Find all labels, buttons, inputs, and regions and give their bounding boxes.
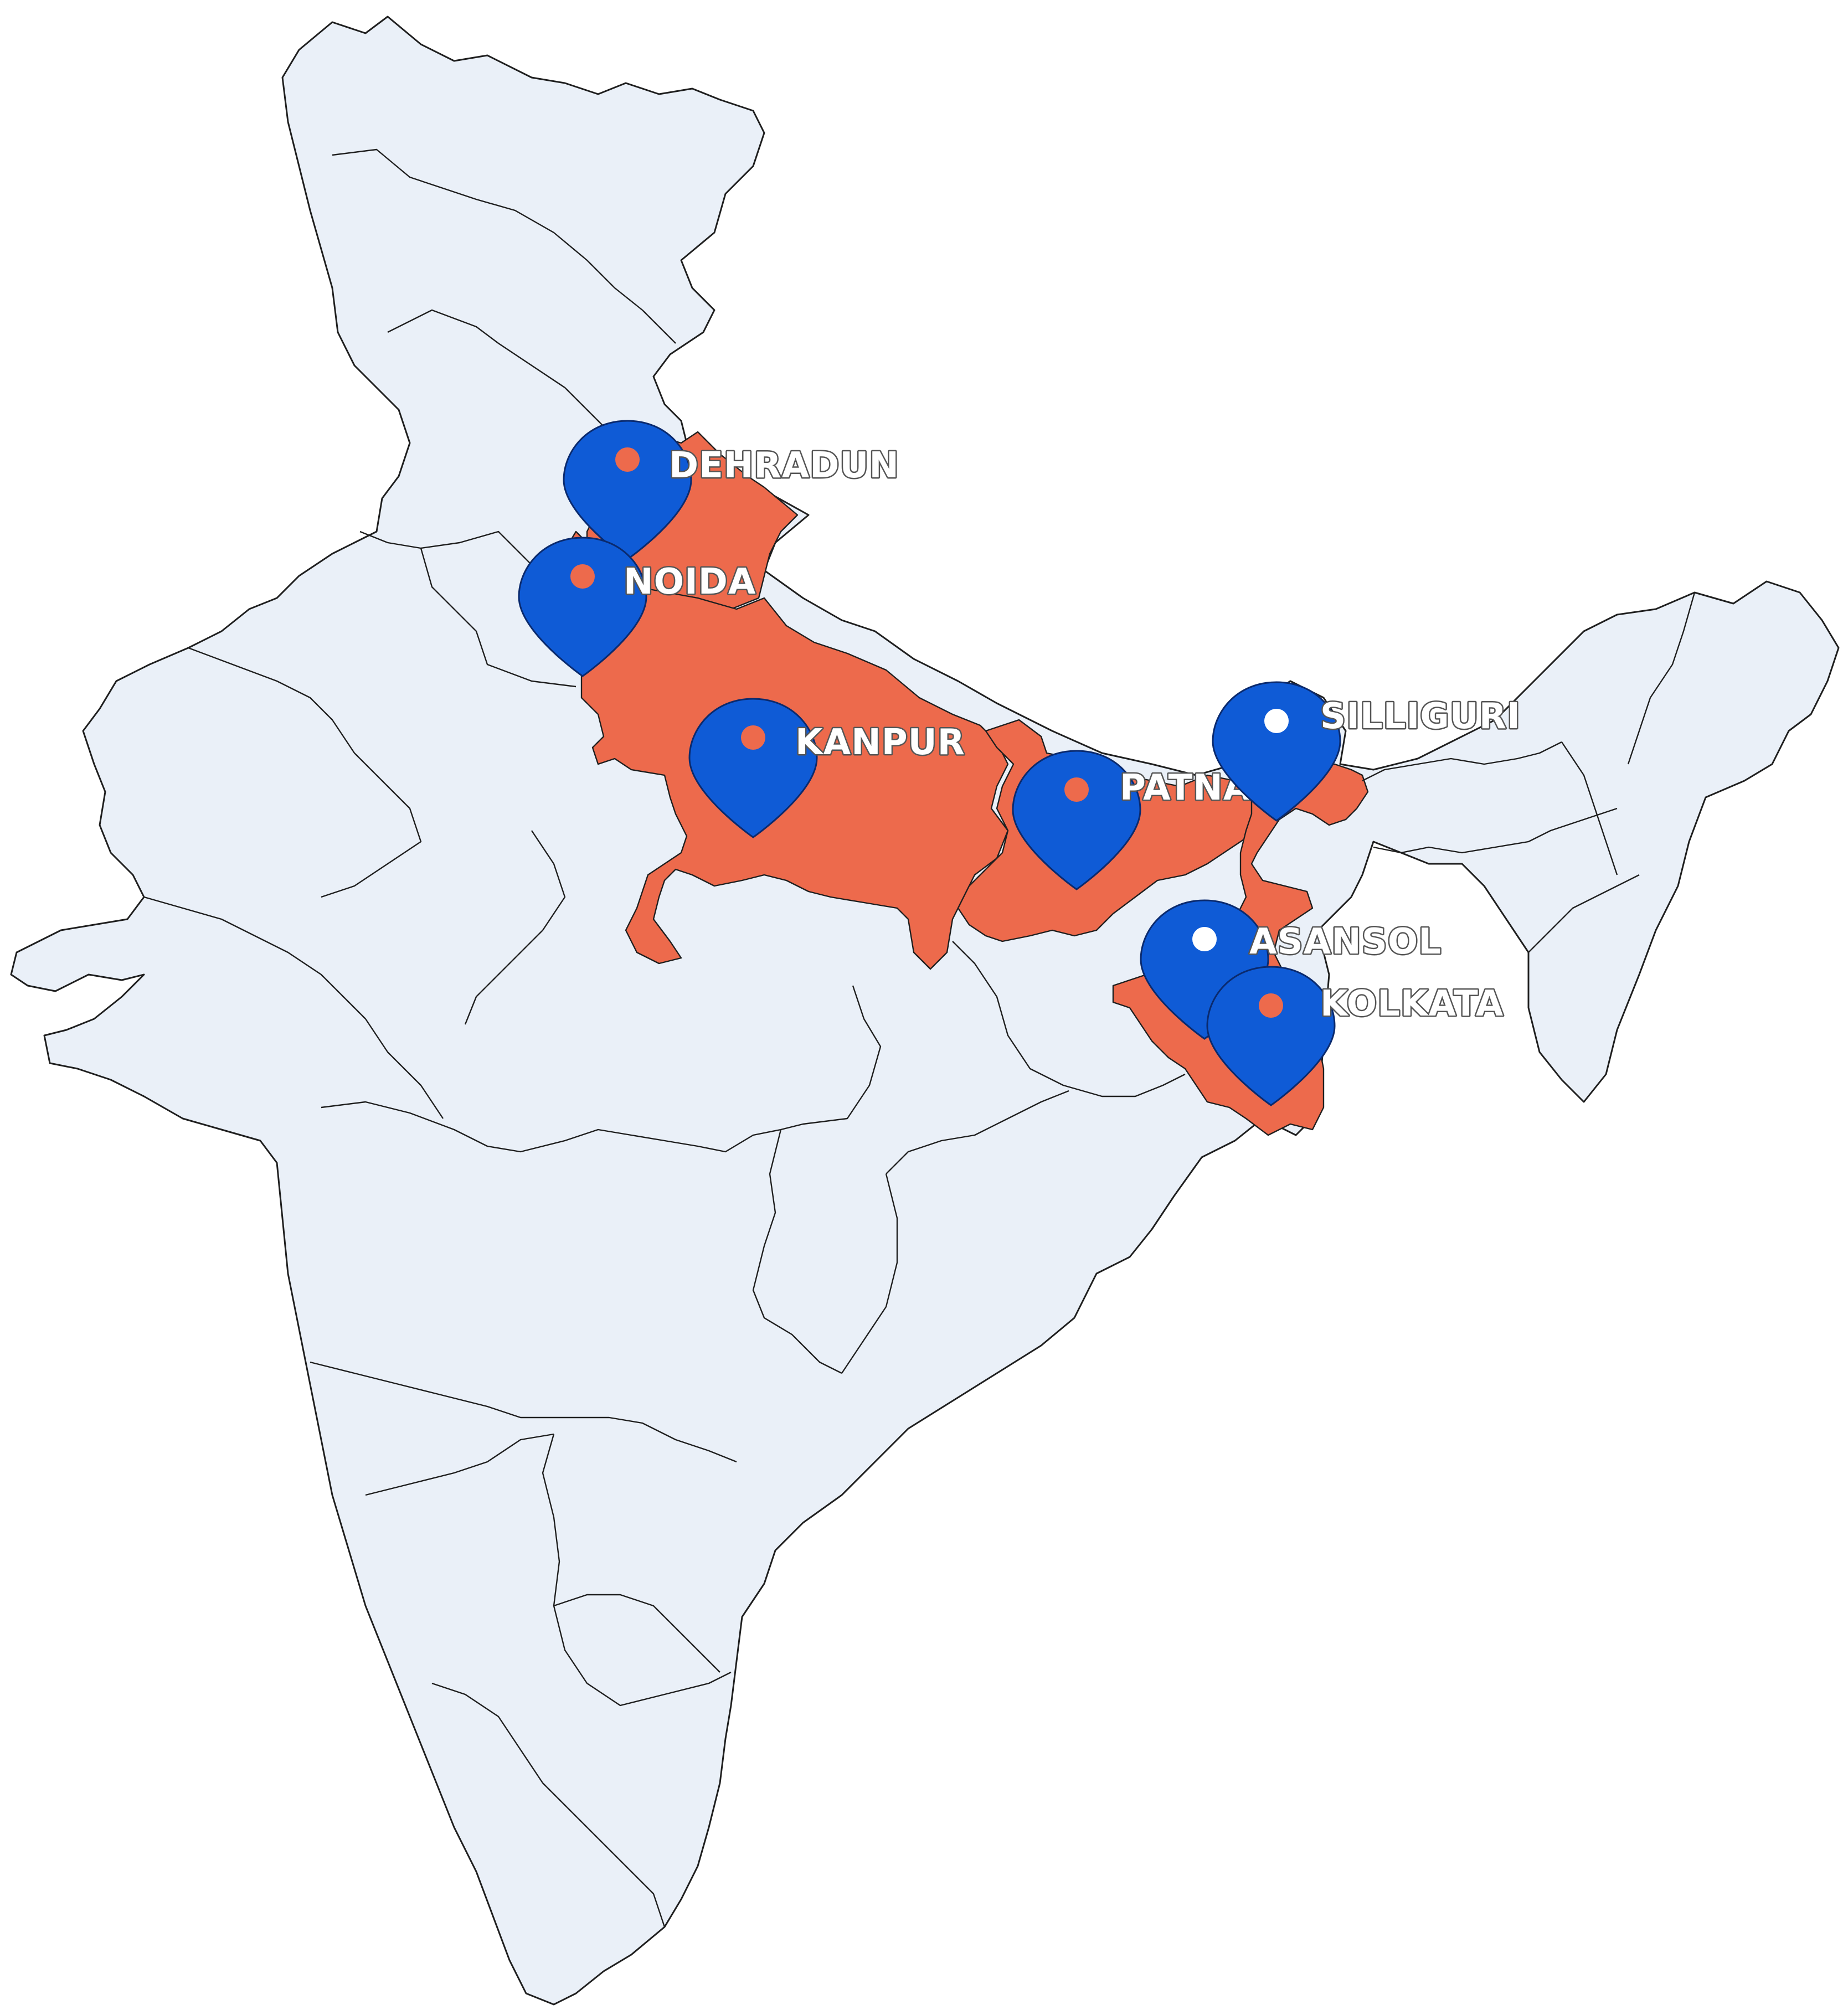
city-label: KOLKATA — [1320, 983, 1504, 1024]
map-pin-icon[interactable] — [518, 537, 647, 677]
marker-kanpur[interactable]: KANPUR — [688, 698, 966, 838]
city-label: SILLIGURI — [1320, 696, 1521, 737]
marker-kolkata[interactable]: KOLKATA — [1206, 966, 1505, 1106]
map-pin-icon[interactable] — [688, 698, 818, 838]
marker-asansol[interactable]: ASANSOL — [1140, 899, 1443, 1040]
pin-dot — [1192, 927, 1217, 951]
map-pin-icon[interactable] — [1012, 750, 1141, 890]
marker-silliguri[interactable]: SILLIGURI — [1212, 681, 1521, 822]
state-borders — [143, 148, 1696, 1928]
pin-dot — [1264, 709, 1289, 733]
city-label: NOIDA — [624, 561, 756, 602]
pin-dot — [1259, 993, 1283, 1018]
pin-dot — [741, 725, 765, 750]
city-label: ASANSOL — [1249, 921, 1442, 962]
marker-noida[interactable]: NOIDA — [518, 537, 757, 677]
map-pin-icon[interactable] — [1212, 681, 1341, 822]
pin-dot — [615, 447, 640, 472]
city-label: DEHRADUN — [669, 445, 899, 486]
pin-dot — [1064, 777, 1089, 802]
marker-dehradun[interactable]: DEHRADUN — [563, 420, 900, 560]
pin-dot — [570, 564, 595, 589]
india-landmass — [10, 16, 1840, 2006]
map-pin-icon[interactable] — [1206, 966, 1336, 1106]
city-label: KANPUR — [795, 722, 965, 763]
